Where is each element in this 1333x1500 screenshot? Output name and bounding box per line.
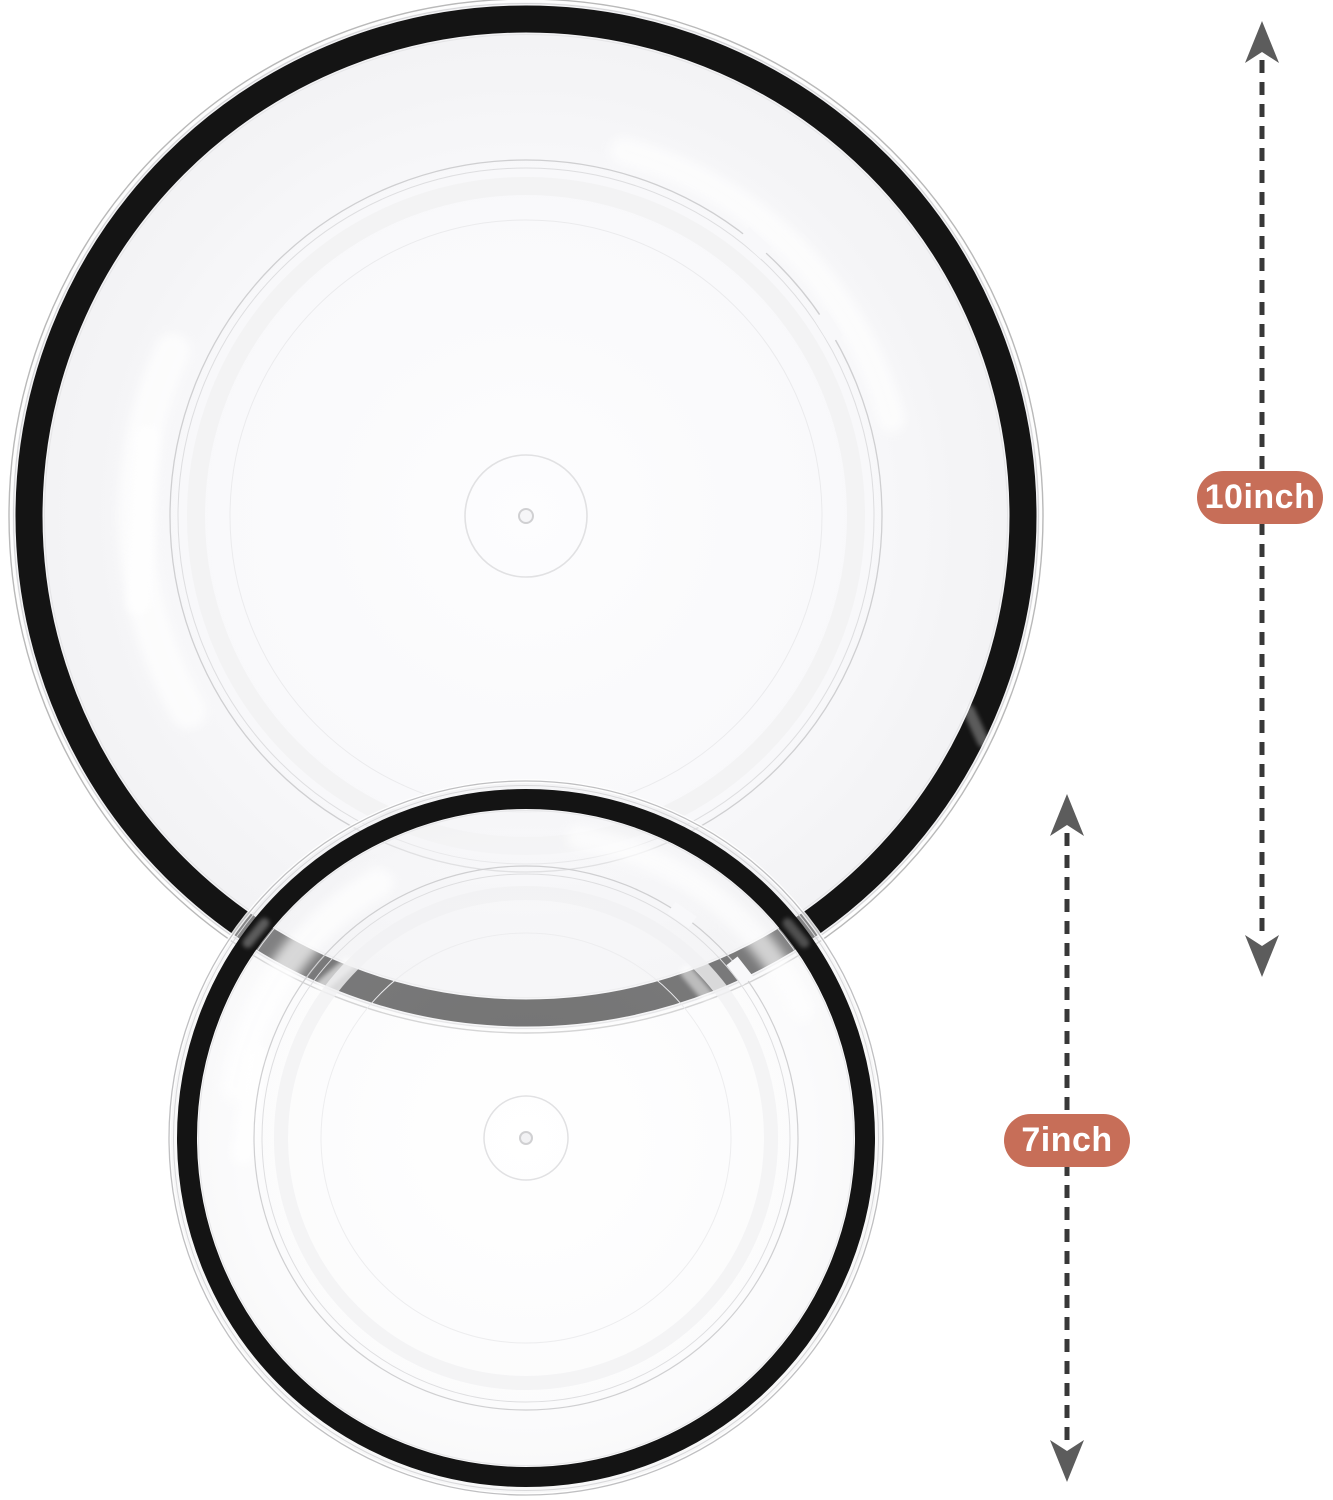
plate-7inch-center-circle xyxy=(483,1095,569,1181)
plate-10inch-ring-gap xyxy=(738,227,772,259)
plate-7inch-shoulder-ring-2 xyxy=(261,873,791,1403)
plate-7inch-outer-edge-2 xyxy=(173,785,879,1491)
size-badge-10inch: 10inch xyxy=(1197,471,1323,524)
plate-7inch-shoulder-ring xyxy=(253,865,799,1411)
plate-7inch xyxy=(167,779,885,1497)
plate-10inch-rim-streak xyxy=(126,425,160,615)
plate-7inch-rim-streak xyxy=(232,1045,268,1165)
plate-10inch-center-dot xyxy=(518,508,534,524)
plate-7inch-rim-band xyxy=(177,789,875,1487)
plate-7inch-inner-ring xyxy=(320,932,732,1344)
arrow-up-icon xyxy=(1245,21,1279,63)
plate-7inch-ring-gap-2 xyxy=(726,956,754,986)
dimension-10inch xyxy=(1245,21,1279,977)
arrow-down-icon xyxy=(1050,1440,1084,1482)
seen-through-band-gloss-right xyxy=(679,965,713,1001)
arrow-up-icon xyxy=(1050,794,1084,836)
plate-7inch-slope-shading xyxy=(274,886,778,1390)
plate-10inch-band-gloss xyxy=(962,704,990,748)
plate-10inch-rim-gloss-right xyxy=(609,136,906,433)
plate-7inch-ring-gap xyxy=(667,901,697,929)
size-badge-7inch: 7inch xyxy=(1004,1114,1130,1167)
plate-7inch-center-dot xyxy=(519,1131,533,1145)
plate-7inch-outer-edge xyxy=(168,780,884,1496)
dimension-7inch xyxy=(1050,794,1084,1482)
band-crossing-gloss-right xyxy=(782,918,810,948)
plate-7inch-rim-gloss-left xyxy=(220,867,394,1102)
plate-10inch xyxy=(8,0,1044,1034)
band-crossing-gloss-left xyxy=(242,918,270,948)
arrow-down-icon xyxy=(1245,935,1279,977)
plate-7inch-rim-gloss-right xyxy=(567,825,815,1022)
plate-10inch-ring-gap-2 xyxy=(813,310,843,344)
plate-7inch-band-inner-edge xyxy=(198,810,854,1466)
plate-10inch-center-circle xyxy=(464,454,588,578)
